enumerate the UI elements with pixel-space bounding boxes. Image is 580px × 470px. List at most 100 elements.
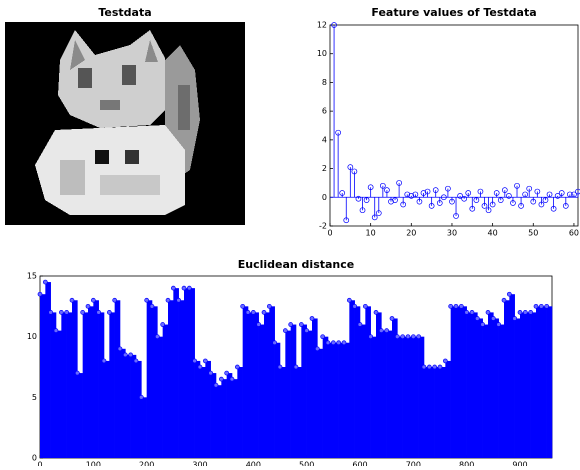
x-tick-label: 0	[37, 461, 42, 467]
y-tick-label: 10	[317, 49, 327, 58]
stem	[259, 325, 265, 458]
marker	[417, 335, 421, 339]
stem	[381, 331, 387, 458]
stem	[461, 306, 467, 458]
marker	[539, 304, 543, 308]
stem	[61, 312, 67, 458]
marker	[433, 365, 437, 369]
marker	[107, 310, 111, 314]
stem	[467, 312, 473, 458]
stem	[280, 367, 286, 458]
marker	[294, 365, 298, 369]
stem	[360, 325, 366, 458]
marker	[523, 310, 527, 314]
x-tick-label: 0	[327, 229, 332, 238]
marker	[38, 292, 42, 296]
stem	[168, 300, 174, 458]
marker	[395, 335, 399, 339]
stem	[520, 312, 526, 458]
stem	[371, 337, 377, 458]
marker	[342, 341, 346, 345]
marker	[475, 316, 479, 320]
marker	[481, 323, 485, 327]
x-tick-label: 300	[192, 461, 207, 467]
marker	[331, 341, 335, 345]
marker	[177, 298, 181, 302]
stem	[547, 306, 553, 458]
marker	[283, 329, 287, 333]
marker	[43, 280, 47, 284]
image-title: Testdata	[98, 6, 151, 19]
stem	[349, 300, 355, 458]
marker	[97, 310, 101, 314]
marker	[374, 310, 378, 314]
marker	[65, 310, 69, 314]
stem	[173, 288, 179, 458]
stem	[141, 397, 147, 458]
stem	[243, 306, 249, 458]
stem	[291, 325, 297, 458]
stem	[248, 312, 254, 458]
marker	[59, 310, 63, 314]
stem	[493, 318, 499, 458]
x-tick-label: 60	[569, 229, 579, 238]
stem	[408, 337, 414, 458]
marker	[507, 292, 511, 296]
stem	[109, 312, 115, 458]
stem	[205, 361, 211, 458]
stem	[317, 349, 323, 458]
marker	[465, 310, 469, 314]
stem	[163, 325, 169, 458]
marker	[219, 377, 223, 381]
marker	[182, 286, 186, 290]
y-tick-label: 4	[322, 135, 327, 144]
marker	[198, 365, 202, 369]
marker	[139, 395, 143, 399]
marker	[134, 359, 138, 363]
marker	[267, 304, 271, 308]
stem	[115, 300, 121, 458]
marker	[235, 365, 239, 369]
stem	[237, 367, 243, 458]
marker	[251, 310, 255, 314]
y-tick-label: -2	[319, 222, 327, 231]
x-tick-label: 800	[459, 461, 474, 467]
marker	[470, 310, 474, 314]
stem	[483, 325, 489, 458]
marker	[454, 304, 458, 308]
stem	[40, 294, 46, 458]
marker	[161, 323, 165, 327]
marker	[385, 329, 389, 333]
stem	[227, 373, 233, 458]
stem	[195, 361, 201, 458]
x-tick-label: 900	[512, 461, 527, 467]
stem	[77, 373, 83, 458]
marker	[86, 304, 90, 308]
marker	[518, 310, 522, 314]
marker	[273, 341, 277, 345]
marker	[230, 377, 234, 381]
marker	[534, 304, 538, 308]
stem	[333, 343, 339, 458]
axes-box	[330, 25, 578, 226]
marker	[326, 341, 330, 345]
stem	[472, 312, 478, 458]
stem	[147, 300, 153, 458]
stem	[541, 306, 547, 458]
marker	[310, 316, 314, 320]
marker	[347, 298, 351, 302]
stem	[536, 306, 542, 458]
stem	[392, 318, 398, 458]
stem	[301, 325, 307, 458]
stem	[216, 385, 222, 458]
marker	[379, 329, 383, 333]
marker	[449, 304, 453, 308]
stem	[221, 379, 227, 458]
x-tick-label: 30	[447, 229, 457, 238]
marker	[358, 323, 362, 327]
marker	[246, 310, 250, 314]
marker	[257, 323, 261, 327]
stem	[531, 312, 537, 458]
marker	[150, 304, 154, 308]
stem	[504, 300, 510, 458]
